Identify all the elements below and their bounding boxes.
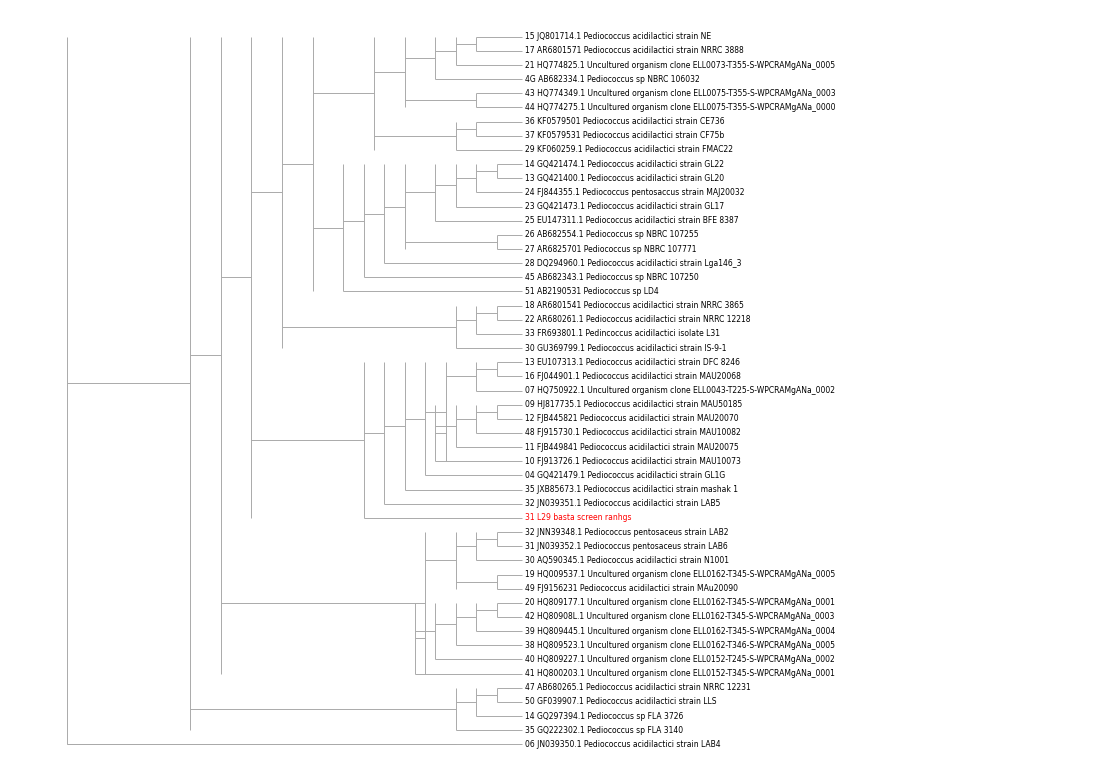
Text: 17 AR6801571 Pediococcus acidilactici strain NRRC 3888: 17 AR6801571 Pediococcus acidilactici st… [526,46,744,56]
Text: 14 GQ421474.1 Pediococcus acidilactici strain GL22: 14 GQ421474.1 Pediococcus acidilactici s… [526,159,724,169]
Text: 42 HQ80908L.1 Uncultured organism clone ELL0162-T345-S-WPCRAMgANa_0003: 42 HQ80908L.1 Uncultured organism clone … [526,612,835,622]
Text: 43 HQ774349.1 Uncultured organism clone ELL0075-T355-S-WPCRAMgANa_0003: 43 HQ774349.1 Uncultured organism clone … [526,89,836,98]
Text: 30 AQ590345.1 Pediococcus acidilactici strain N1001: 30 AQ590345.1 Pediococcus acidilactici s… [526,556,729,565]
Text: 20 HQ809177.1 Uncultured organism clone ELL0162-T345-S-WPCRAMgANa_0001: 20 HQ809177.1 Uncultured organism clone … [526,598,835,608]
Text: 21 HQ774825.1 Uncultured organism clone ELL0073-T355-S-WPCRAMgANa_0005: 21 HQ774825.1 Uncultured organism clone … [526,60,836,70]
Text: 33 FR693801.1 Pedincoccus acidilactici isolate L31: 33 FR693801.1 Pedincoccus acidilactici i… [526,330,720,338]
Text: 30 GU369799.1 Pediococcus acidilactici strain IS-9-1: 30 GU369799.1 Pediococcus acidilactici s… [526,344,727,353]
Text: 15 JQ801714.1 Pediococcus acidilactici strain NE: 15 JQ801714.1 Pediococcus acidilactici s… [526,33,711,41]
Text: 47 AB680265.1 Pediococcus acidilactici strain NRRC 12231: 47 AB680265.1 Pediococcus acidilactici s… [526,683,751,692]
Text: 26 AB682554.1 Pediococcus sp NBRC 107255: 26 AB682554.1 Pediococcus sp NBRC 107255 [526,231,699,239]
Text: 06 JN039350.1 Pediococcus acidilactici strain LAB4: 06 JN039350.1 Pediococcus acidilactici s… [526,740,721,749]
Text: 50 GF039907.1 Pediococcus acidilactici strain LLS: 50 GF039907.1 Pediococcus acidilactici s… [526,697,716,707]
Text: 10 FJ913726.1 Pediococcus acidilactici strain MAU10073: 10 FJ913726.1 Pediococcus acidilactici s… [526,457,741,466]
Text: 14 GQ297394.1 Pediococcus sp FLA 3726: 14 GQ297394.1 Pediococcus sp FLA 3726 [526,711,684,721]
Text: 49 FJ9156231 Pediococcus acidilactici strain MAu20090: 49 FJ9156231 Pediococcus acidilactici st… [526,584,739,593]
Text: 13 GQ421400.1 Pediococcus acidilactici strain GL20: 13 GQ421400.1 Pediococcus acidilactici s… [526,173,724,183]
Text: 35 JXB85673.1 Pediococcus acidilactici strain mashak 1: 35 JXB85673.1 Pediococcus acidilactici s… [526,485,739,494]
Text: 4G AB682334.1 Pediococcus sp NBRC 106032: 4G AB682334.1 Pediococcus sp NBRC 106032 [526,74,700,84]
Text: 51 AB2190531 Pediococcus sp LD4: 51 AB2190531 Pediococcus sp LD4 [526,287,660,296]
Text: 35 GQ222302.1 Pediococcus sp FLA 3140: 35 GQ222302.1 Pediococcus sp FLA 3140 [526,726,683,735]
Text: 38 HQ809523.1 Uncultured organism clone ELL0162-T346-S-WPCRAMgANa_0005: 38 HQ809523.1 Uncultured organism clone … [526,641,835,650]
Text: 18 AR6801541 Pediococcus acidilactici strain NRRC 3865: 18 AR6801541 Pediococcus acidilactici st… [526,301,744,310]
Text: 48 FJ915730.1 Pediococcus acidilactici strain MAU10082: 48 FJ915730.1 Pediococcus acidilactici s… [526,429,741,437]
Text: 23 GQ421473.1 Pediococcus acidilactici strain GL17: 23 GQ421473.1 Pediococcus acidilactici s… [526,202,724,211]
Text: 28 DQ294960.1 Pediococcus acidilactici strain Lga146_3: 28 DQ294960.1 Pediococcus acidilactici s… [526,259,742,268]
Text: 04 GQ421479.1 Pediococcus acidilactici strain GL1G: 04 GQ421479.1 Pediococcus acidilactici s… [526,471,725,480]
Text: 25 EU147311.1 Pediococcus acidilactici strain BFE 8387: 25 EU147311.1 Pediococcus acidilactici s… [526,216,739,225]
Text: 07 HQ750922.1 Uncultured organism clone ELL0043-T225-S-WPCRAMgANa_0002: 07 HQ750922.1 Uncultured organism clone … [526,386,835,395]
Text: 19 HQ009537.1 Uncultured organism clone ELL0162-T345-S-WPCRAMgANa_0005: 19 HQ009537.1 Uncultured organism clone … [526,570,836,579]
Text: 16 FJ044901.1 Pediococcus acidilactici strain MAU20068: 16 FJ044901.1 Pediococcus acidilactici s… [526,372,741,381]
Text: 29 KF060259.1 Pediococcus acidilactici strain FMAC22: 29 KF060259.1 Pediococcus acidilactici s… [526,146,733,155]
Text: 40 HQ809227.1 Uncultured organism clone ELL0152-T245-S-WPCRAMgANa_0002: 40 HQ809227.1 Uncultured organism clone … [526,655,835,664]
Text: 24 FJ844355.1 Pediococcus pentosaccus strain MAJ20032: 24 FJ844355.1 Pediococcus pentosaccus st… [526,188,744,197]
Text: 31 L29 basta screen ranhgs: 31 L29 basta screen ranhgs [526,513,632,522]
Text: 45 AB682343.1 Pediococcus sp NBRC 107250: 45 AB682343.1 Pediococcus sp NBRC 107250 [526,272,699,282]
Text: 11 FJB449841 Pediococcus acidilactici strain MAU20075: 11 FJB449841 Pediococcus acidilactici st… [526,443,739,452]
Text: 22 AR680261.1 Pediococcus acidilactici strain NRRC 12218: 22 AR680261.1 Pediococcus acidilactici s… [526,315,751,324]
Text: 27 AR6825701 Pediococcus sp NBRC 107771: 27 AR6825701 Pediococcus sp NBRC 107771 [526,245,696,254]
Text: 39 HQ809445.1 Uncultured organism clone ELL0162-T345-S-WPCRAMgANa_0004: 39 HQ809445.1 Uncultured organism clone … [526,627,836,635]
Text: 44 HQ774275.1 Uncultured organism clone ELL0075-T355-S-WPCRAMgANa_0000: 44 HQ774275.1 Uncultured organism clone … [526,103,836,112]
Text: 32 JN039351.1 Pediococcus acidilactici strain LAB5: 32 JN039351.1 Pediococcus acidilactici s… [526,499,721,509]
Text: 37 KF0579531 Pediococcus acidilactici strain CF75b: 37 KF0579531 Pediococcus acidilactici st… [526,132,724,140]
Text: 09 HJ817735.1 Pediococcus acidilactici strain MAU50185: 09 HJ817735.1 Pediococcus acidilactici s… [526,400,742,409]
Text: 41 HQ800203.1 Uncultured organism clone ELL0152-T345-S-WPCRAMgANa_0001: 41 HQ800203.1 Uncultured organism clone … [526,669,835,678]
Text: 32 JNN39348.1 Pediococcus pentosaceus strain LAB2: 32 JNN39348.1 Pediococcus pentosaceus st… [526,528,729,536]
Text: 13 EU107313.1 Pediococcus acidilactici strain DFC 8246: 13 EU107313.1 Pediococcus acidilactici s… [526,358,740,367]
Text: 36 KF0579501 Pediococcus acidilactici strain CE736: 36 KF0579501 Pediococcus acidilactici st… [526,117,725,126]
Text: 31 JN039352.1 Pediococcus pentosaceus strain LAB6: 31 JN039352.1 Pediococcus pentosaceus st… [526,542,728,551]
Text: 12 FJB445821 Pediococcus acidilactici strain MAU20070: 12 FJB445821 Pediococcus acidilactici st… [526,414,739,423]
